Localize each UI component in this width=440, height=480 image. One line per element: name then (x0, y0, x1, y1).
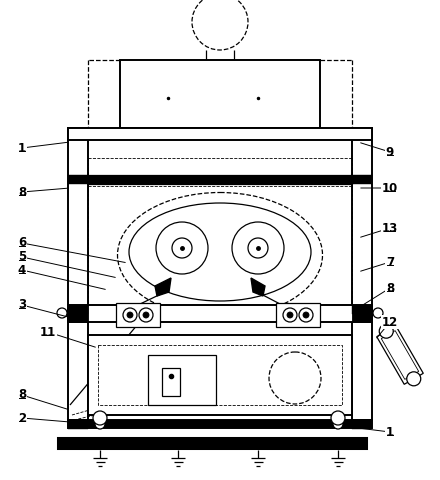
Polygon shape (155, 278, 171, 296)
Text: 1: 1 (18, 142, 26, 155)
Circle shape (283, 308, 297, 322)
Text: 6: 6 (18, 237, 26, 250)
Polygon shape (381, 331, 419, 379)
Circle shape (373, 308, 383, 318)
Bar (352, 305, 372, 314)
Text: 10: 10 (382, 181, 398, 194)
Bar (116, 303, 160, 327)
Bar (68, 128, 88, 420)
Text: 13: 13 (382, 221, 398, 235)
Polygon shape (251, 278, 265, 296)
Bar (68, 175, 88, 184)
Bar (253, 90, 263, 106)
Text: 8: 8 (18, 185, 26, 199)
Circle shape (287, 312, 293, 318)
Circle shape (127, 312, 133, 318)
Text: 5: 5 (18, 251, 26, 264)
Bar (68, 420, 88, 429)
Text: 8: 8 (18, 388, 26, 401)
Circle shape (95, 419, 105, 429)
Bar (68, 305, 88, 322)
Bar (352, 305, 372, 322)
Bar (58, 438, 366, 448)
Text: 11: 11 (40, 325, 56, 338)
Circle shape (333, 419, 343, 429)
Polygon shape (377, 326, 423, 384)
Bar (120, 60, 320, 128)
Text: 3: 3 (18, 299, 26, 312)
Circle shape (139, 308, 153, 322)
Circle shape (143, 312, 149, 318)
Bar (276, 303, 320, 327)
Bar (163, 90, 173, 106)
Bar (98, 345, 342, 405)
Bar (148, 355, 216, 405)
Text: 1: 1 (386, 425, 394, 439)
Text: 9: 9 (386, 145, 394, 158)
Bar (68, 420, 372, 428)
Bar (88, 175, 352, 184)
Bar (88, 335, 352, 415)
Circle shape (299, 308, 313, 322)
Text: 4: 4 (18, 264, 26, 276)
Circle shape (331, 411, 345, 425)
Circle shape (93, 411, 107, 425)
Circle shape (379, 324, 393, 338)
Bar (352, 175, 372, 184)
Text: 12: 12 (382, 315, 398, 328)
Text: 2: 2 (18, 411, 26, 424)
Bar (352, 128, 372, 420)
Circle shape (57, 308, 67, 318)
Circle shape (303, 312, 309, 318)
Bar (352, 420, 372, 429)
Bar (68, 305, 88, 314)
Text: 8: 8 (386, 281, 394, 295)
Bar (162, 368, 180, 396)
Bar (68, 128, 372, 140)
Circle shape (123, 308, 137, 322)
Bar (68, 305, 372, 322)
Text: 7: 7 (386, 255, 394, 268)
Circle shape (407, 372, 421, 386)
